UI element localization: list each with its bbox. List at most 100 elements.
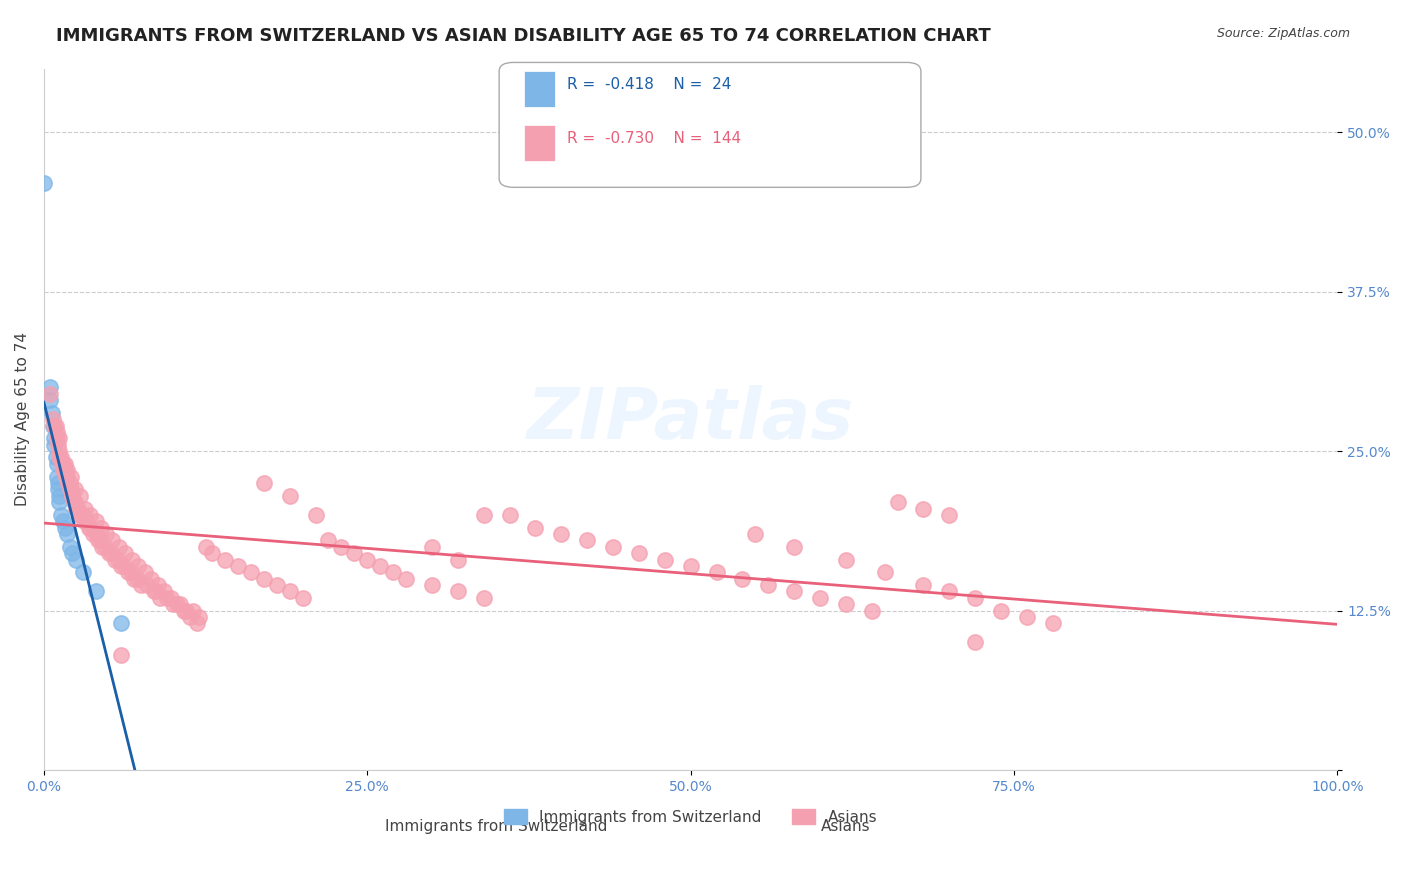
Point	[46, 438, 69, 452]
Point	[41, 406, 63, 420]
Point	[343, 546, 366, 560]
Point	[166, 597, 188, 611]
Point	[1015, 610, 1038, 624]
Point	[330, 540, 353, 554]
Point	[808, 591, 831, 605]
Point	[48, 431, 70, 445]
Point	[60, 489, 83, 503]
Point	[100, 546, 122, 560]
Text: Immigrants from Switzerland: Immigrants from Switzerland	[385, 819, 607, 833]
Point	[42, 418, 65, 433]
Point	[783, 584, 806, 599]
Point	[39, 386, 62, 401]
Point	[938, 584, 960, 599]
Point	[124, 572, 146, 586]
Point	[48, 444, 70, 458]
Point	[368, 558, 391, 573]
Point	[278, 584, 301, 599]
Point	[97, 546, 120, 560]
Point	[84, 584, 107, 599]
Point	[114, 546, 136, 560]
Point	[783, 540, 806, 554]
Point	[77, 521, 100, 535]
Point	[110, 616, 132, 631]
Point	[72, 566, 94, 580]
Point	[125, 572, 148, 586]
Text: Source: ZipAtlas.com: Source: ZipAtlas.com	[1216, 27, 1350, 40]
Point	[56, 469, 79, 483]
Point	[53, 463, 76, 477]
Point	[62, 495, 84, 509]
Point	[42, 412, 65, 426]
Point	[835, 597, 858, 611]
Point	[79, 508, 101, 522]
Y-axis label: Disability Age 65 to 74: Disability Age 65 to 74	[15, 332, 30, 507]
Point	[32, 176, 55, 190]
Point	[226, 558, 249, 573]
Point	[79, 521, 101, 535]
Point	[107, 552, 129, 566]
Legend: Immigrants from Switzerland, Asians: Immigrants from Switzerland, Asians	[496, 801, 884, 832]
Point	[65, 501, 87, 516]
Point	[51, 457, 73, 471]
Point	[60, 489, 83, 503]
Point	[169, 597, 191, 611]
Point	[186, 616, 208, 631]
Point	[89, 533, 111, 548]
Point	[447, 552, 470, 566]
Point	[90, 521, 112, 535]
Point	[179, 610, 201, 624]
Point	[744, 527, 766, 541]
Point	[63, 495, 86, 509]
Point	[602, 540, 624, 554]
Point	[291, 591, 314, 605]
Point	[1042, 616, 1064, 631]
Point	[278, 489, 301, 503]
Point	[990, 603, 1012, 617]
Point	[72, 508, 94, 522]
Point	[60, 469, 83, 483]
Point	[756, 578, 779, 592]
Point	[627, 546, 650, 560]
Point	[45, 425, 67, 439]
Point	[835, 552, 858, 566]
Point	[201, 546, 224, 560]
Point	[149, 591, 172, 605]
Point	[141, 572, 163, 586]
Point	[472, 508, 495, 522]
Point	[93, 540, 115, 554]
Point	[87, 533, 110, 548]
Point	[912, 501, 935, 516]
Point	[524, 521, 547, 535]
Point	[146, 578, 169, 592]
Point	[304, 508, 326, 522]
Text: ZIPatlas: ZIPatlas	[527, 384, 855, 454]
Point	[576, 533, 599, 548]
Point	[153, 584, 176, 599]
Point	[112, 558, 135, 573]
Point	[253, 475, 276, 490]
Point	[52, 463, 75, 477]
Text: R =  -0.418    N =  24: R = -0.418 N = 24	[567, 78, 731, 92]
Point	[49, 508, 72, 522]
Point	[447, 584, 470, 599]
Point	[44, 418, 66, 433]
Point	[134, 566, 156, 580]
Point	[162, 597, 184, 611]
Point	[420, 578, 443, 592]
Point	[82, 527, 104, 541]
Point	[39, 393, 62, 408]
Point	[53, 521, 76, 535]
Point	[45, 469, 67, 483]
Point	[136, 578, 159, 592]
Point	[52, 457, 75, 471]
Point	[67, 508, 90, 522]
Point	[731, 572, 754, 586]
Point	[69, 508, 91, 522]
Point	[110, 558, 132, 573]
Point	[145, 584, 167, 599]
Point	[194, 540, 217, 554]
Point	[120, 566, 142, 580]
Point	[938, 508, 960, 522]
Point	[48, 495, 70, 509]
